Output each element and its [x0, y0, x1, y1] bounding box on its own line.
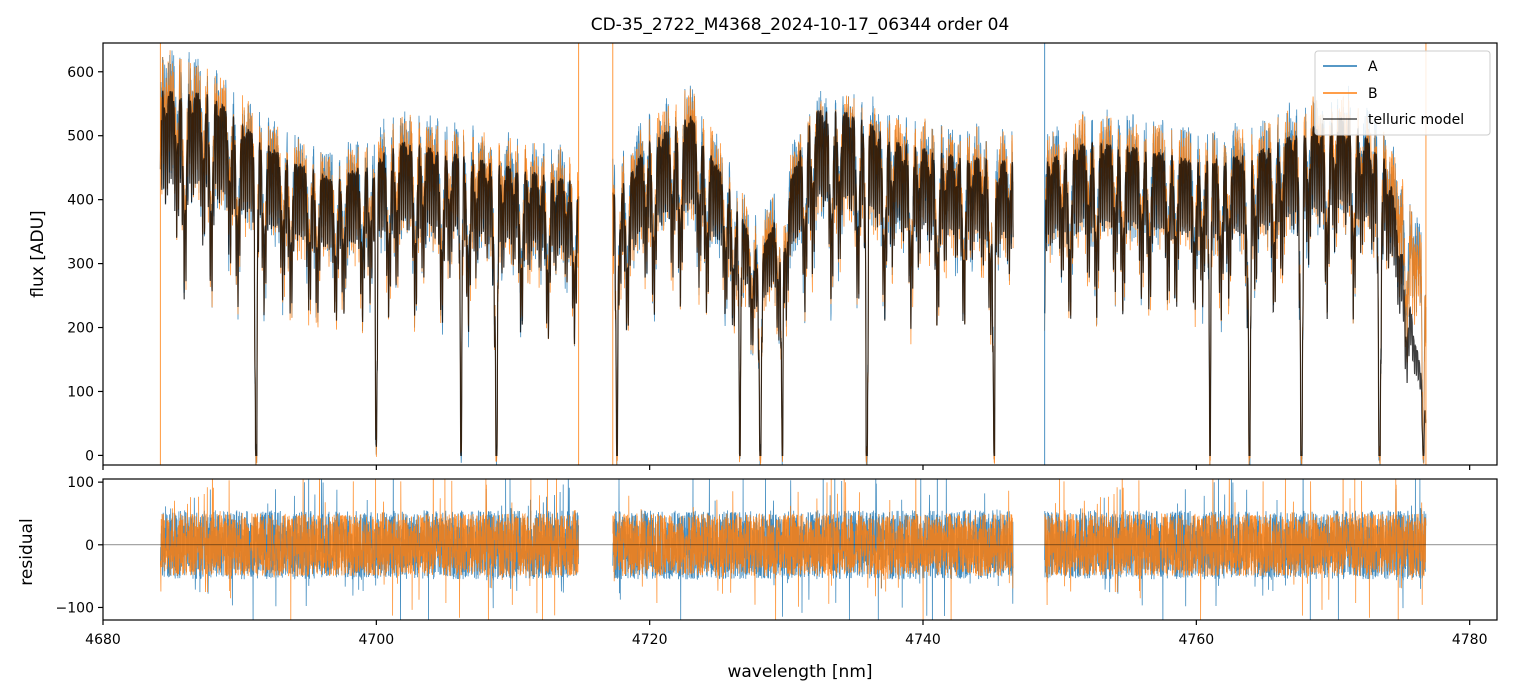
residual-series-layer — [103, 479, 1497, 620]
legend-label-b: B — [1368, 86, 1378, 102]
flux-y-tick-label: 100 — [67, 384, 94, 400]
residual-axis-ticks: 4680 4700 4720 4740 4760 4780 −100 0 100 — [56, 475, 1488, 648]
flux-panel: 0 100 200 300 400 500 600 flux [ADU] — [28, 42, 1498, 470]
residual-panel: 4680 4700 4720 4740 4760 4780 −100 0 100 residua… — [17, 475, 1498, 682]
residual-x-tick-label: 4720 — [632, 632, 668, 648]
flux-series-a — [160, 50, 1427, 465]
flux-series-b — [160, 50, 1427, 465]
residual-x-tick-label: 4760 — [1179, 632, 1215, 648]
residual-x-tick-label: 4700 — [359, 632, 395, 648]
residual-y-tick-label: −100 — [56, 600, 94, 616]
flux-y-tick-label: 300 — [67, 257, 94, 273]
residual-panel-frame — [102, 478, 1498, 621]
legend-box — [1314, 50, 1491, 136]
flux-y-tick-label: 200 — [67, 321, 94, 337]
residual-x-tick-label: 4680 — [85, 632, 121, 648]
residual-y-axis-label: residual — [17, 518, 37, 585]
flux-y-tick-label: 500 — [67, 129, 94, 145]
chart-title: CD-35_2722_M4368_2024-10-17_06344 order … — [591, 15, 1010, 35]
x-axis-label: wavelength [nm] — [727, 662, 872, 682]
flux-axis-ticks: 0 100 200 300 400 500 600 — [67, 65, 1471, 470]
residual-x-tick-label: 4780 — [1452, 632, 1488, 648]
flux-y-tick-label: 0 — [85, 448, 94, 464]
residual-y-tick-label: 100 — [67, 475, 94, 491]
flux-y-tick-label: 600 — [67, 65, 94, 81]
residual-series-b — [160, 479, 1427, 620]
legend-label-a: A — [1368, 59, 1378, 75]
flux-series-telluric-model — [159, 90, 1427, 456]
residual-y-tick-label: 0 — [85, 538, 94, 554]
legend-label-telluric: telluric model — [1368, 112, 1464, 128]
residual-x-tick-label: 4740 — [905, 632, 941, 648]
flux-y-axis-label: flux [ADU] — [28, 210, 48, 297]
flux-series-layer — [159, 43, 1427, 465]
flux-y-tick-label: 400 — [67, 193, 94, 209]
flux-panel-frame — [102, 42, 1498, 466]
legend: A B telluric model — [1314, 50, 1491, 136]
